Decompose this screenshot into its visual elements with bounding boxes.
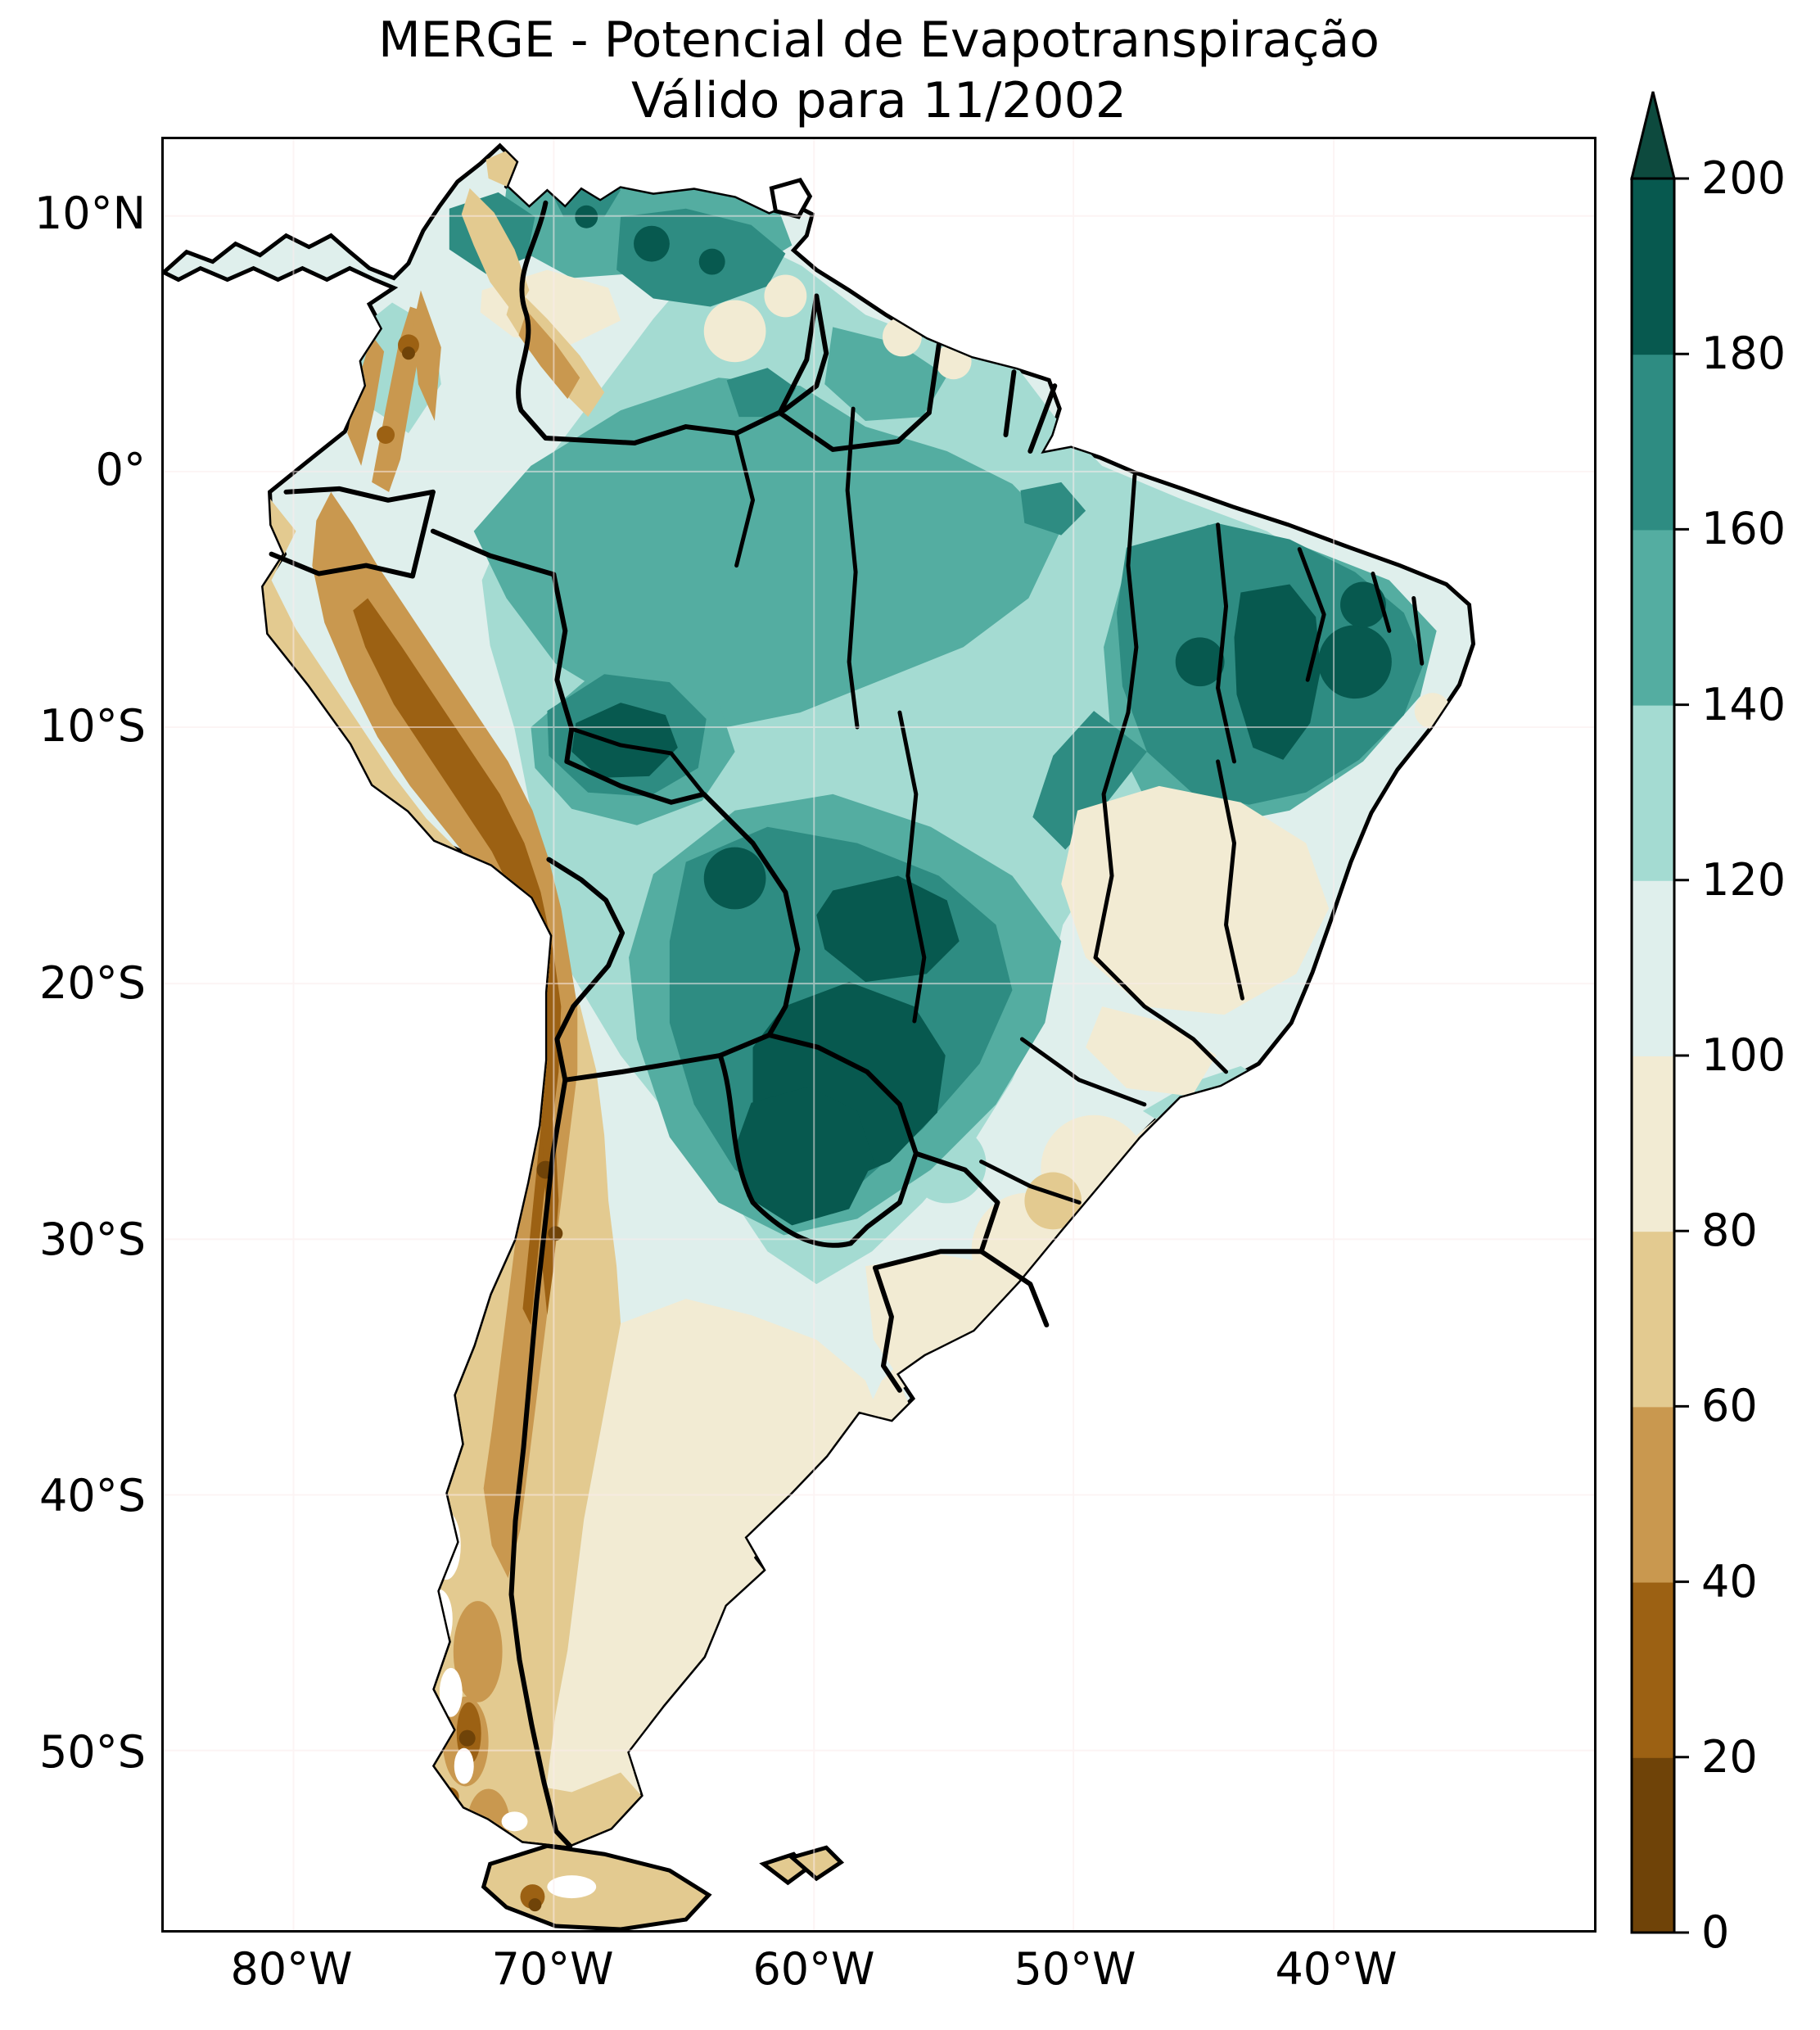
colorbar-tick-label: 100 — [1701, 1029, 1786, 1081]
contour-60-80 — [1024, 1172, 1082, 1230]
contour-80-100 — [703, 300, 766, 363]
contour-40-60 — [347, 335, 385, 466]
contour-80-100 — [1061, 785, 1330, 1015]
colorbar-segment-120–140 — [1632, 704, 1674, 881]
lat-tick-label: 0° — [95, 444, 146, 495]
colorbar-tick-label: 0 — [1701, 1906, 1730, 1958]
colorbar-tick-label: 20 — [1701, 1730, 1758, 1783]
contour-180-200 — [734, 1086, 874, 1226]
contour-40-60 — [312, 491, 578, 1579]
no-data-patch — [547, 1875, 597, 1899]
colorbar-tick-label: 160 — [1701, 503, 1786, 555]
lat-tick-label: 40°S — [39, 1470, 146, 1521]
lat-tick-label: 50°S — [39, 1726, 146, 1778]
lat-tick-label: 10°S — [39, 700, 146, 752]
colorbar-ticks — [1674, 177, 1689, 1934]
colorbar-tick-label: 60 — [1701, 1380, 1758, 1432]
lon-tick-label: 60°W — [752, 1943, 875, 1995]
contour-80-100 — [604, 1527, 764, 1814]
no-data-patch — [439, 1667, 463, 1717]
state-borders — [569, 406, 1425, 1205]
colorbar-segment-100–120 — [1632, 879, 1674, 1056]
colorbar-segment-160–180 — [1632, 354, 1674, 531]
colorbar-segment-0–20 — [1632, 1756, 1674, 1933]
contour-60-80 — [440, 1768, 641, 1847]
contour-180-200 — [703, 847, 766, 910]
contour-180-200 — [1318, 625, 1392, 699]
contour-180-200 — [698, 248, 725, 275]
contour-160-180 — [1020, 482, 1086, 536]
contour-80-100 — [1405, 761, 1435, 791]
colorbar-tick-label: 40 — [1701, 1555, 1758, 1607]
colorbar — [1630, 91, 1689, 1934]
island-trinidad — [769, 177, 813, 219]
colorbar-segment-40–60 — [1632, 1406, 1674, 1583]
contour-40-60 — [453, 1601, 503, 1702]
colorbar-segment-140–160 — [1632, 529, 1674, 706]
contour-80-100 — [764, 274, 807, 318]
chart-subtitle: Válido para 11/2002 — [631, 72, 1127, 129]
lon-tick-label: 80°W — [230, 1943, 353, 1995]
colorbar-segment-20–40 — [1632, 1581, 1674, 1758]
lon-tick-label: 70°W — [491, 1943, 614, 1995]
lon-tick-label: 50°W — [1014, 1943, 1136, 1995]
colorbar-tick-label: 80 — [1701, 1205, 1758, 1257]
contour-80-100 — [1414, 693, 1451, 730]
graticule — [164, 139, 1594, 1930]
contour-180-200 — [1234, 584, 1321, 760]
contour-80-100 — [865, 1254, 1037, 1374]
contour-20-40 — [377, 426, 395, 444]
colorbar-segment-180–200 — [1632, 179, 1674, 355]
contour-180-200 — [1340, 581, 1386, 628]
colorbar-segments — [1632, 179, 1674, 1933]
no-data-patch — [501, 1811, 528, 1832]
contour-0-20 — [402, 346, 415, 360]
south-america-map — [164, 139, 1594, 1930]
no-data-patch — [454, 1747, 474, 1784]
contour-0-20 — [528, 1898, 542, 1912]
colorbar-extend-arrow — [1630, 91, 1676, 180]
colorbar-tick-label: 200 — [1701, 152, 1786, 204]
colorbar-segment-60–80 — [1632, 1231, 1674, 1408]
contour-20-40 — [353, 598, 562, 1326]
contour-40-60 — [518, 310, 580, 400]
colorbar-segment-80–100 — [1632, 1056, 1674, 1232]
contour-80-100 — [1086, 1006, 1217, 1096]
lat-tick-label: 20°S — [39, 957, 146, 1009]
contour-0-20 — [458, 1729, 476, 1747]
contour-180-200 — [634, 225, 670, 262]
contour-fill-layers — [260, 148, 1451, 1847]
contour-20-40 — [404, 862, 428, 886]
island-tierra-del-fuego — [481, 1843, 712, 1930]
contour-60-80 — [461, 188, 530, 315]
colorbar-tick-label: 180 — [1701, 328, 1786, 380]
contour-0-20 — [548, 1226, 563, 1241]
contour-40-60 — [412, 290, 441, 422]
colorbar-tick-label: 120 — [1701, 853, 1786, 906]
contour-180-200 — [1175, 637, 1225, 687]
lon-tick-label: 40°W — [1275, 1943, 1398, 1995]
contour-60-80 — [1071, 1220, 1118, 1267]
lat-tick-label: 30°S — [39, 1214, 146, 1265]
chart-title-block: MERGE - Potencial de Evapotranspiração V… — [161, 10, 1596, 131]
lat-tick-label: 10°N — [34, 188, 146, 239]
contour-160-180 — [726, 368, 797, 418]
map-axes: INPE — [161, 137, 1596, 1933]
contour-180-200 — [571, 703, 678, 778]
contour-140-160 — [473, 378, 1060, 730]
colorbar-tick-label: 140 — [1701, 678, 1786, 730]
chart-title: MERGE - Potencial de Evapotranspiração — [378, 11, 1380, 69]
contour-140-160 — [824, 327, 947, 422]
